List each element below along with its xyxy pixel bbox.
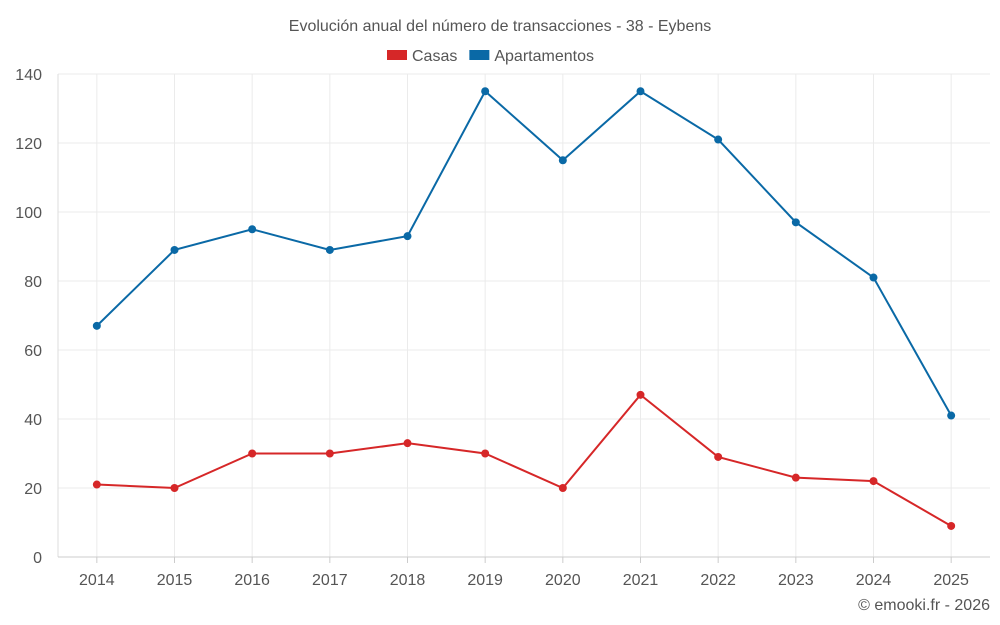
data-point[interactable] [170,245,179,254]
y-tick-label: 80 [24,274,42,291]
legend: Casas Apartamentos [387,48,594,65]
series-line [96,89,953,417]
data-point[interactable] [636,87,645,96]
x-tick-label: 2025 [933,572,969,589]
axes: 0 20 40 60 80 100 120 140 2014 2015 2016 2017 2018 20… [15,67,990,589]
chart-title: Evolución anual del número de transaccio… [289,18,711,35]
data-point[interactable] [92,480,101,489]
data-point[interactable] [558,484,567,492]
x-tick-label: 2023 [778,572,814,589]
data-point[interactable] [92,321,101,330]
data-point[interactable] [481,87,490,96]
data-point[interactable] [791,218,800,227]
y-tick-label: 40 [24,412,42,429]
y-tick-label: 20 [24,481,42,498]
data-point[interactable] [869,273,878,282]
data-point[interactable] [636,390,645,399]
x-tick-label: 2024 [856,572,892,589]
y-tick-label: 140 [15,67,42,84]
data-point[interactable] [170,484,179,492]
series-casas [92,390,956,530]
credit-text: © emooki.fr - 2026 [858,597,990,614]
x-tick-label: 2021 [623,572,659,589]
legend-item-apartamentos[interactable]: Apartamentos [469,48,594,65]
x-tick-label: 2014 [79,572,115,589]
y-tick-label: 120 [15,136,42,153]
x-tick-label: 2020 [545,572,581,589]
y-tick-label: 100 [15,205,42,222]
data-point[interactable] [248,225,257,234]
legend-swatch [469,50,490,60]
legend-label: Apartamentos [494,48,594,65]
x-tick-label: 2015 [157,572,193,589]
legend-item-casas[interactable]: Casas [387,48,457,65]
data-point[interactable] [403,232,412,241]
data-point[interactable] [791,473,800,482]
y-tick-label: 60 [24,343,42,360]
series-group [92,87,956,530]
data-point[interactable] [325,245,334,254]
data-point[interactable] [403,439,412,448]
data-point[interactable] [558,156,567,165]
data-point[interactable] [248,449,257,458]
x-tick-label: 2019 [467,572,503,589]
data-point[interactable] [947,411,956,420]
series-line [96,393,952,527]
data-point[interactable] [714,452,723,461]
legend-swatch [387,50,407,60]
x-tick-label: 2017 [312,572,348,589]
data-point[interactable] [947,521,956,530]
legend-label: Casas [412,48,457,65]
x-tick-label: 2016 [234,572,270,589]
grid [58,73,990,558]
data-point[interactable] [869,477,878,486]
x-tick-label: 2018 [390,572,426,589]
x-tick-label: 2022 [700,572,736,589]
y-tick-label: 0 [33,550,42,567]
data-point[interactable] [714,135,723,144]
series-apartamentos [92,87,956,420]
data-point[interactable] [481,449,490,458]
data-point[interactable] [325,449,334,458]
